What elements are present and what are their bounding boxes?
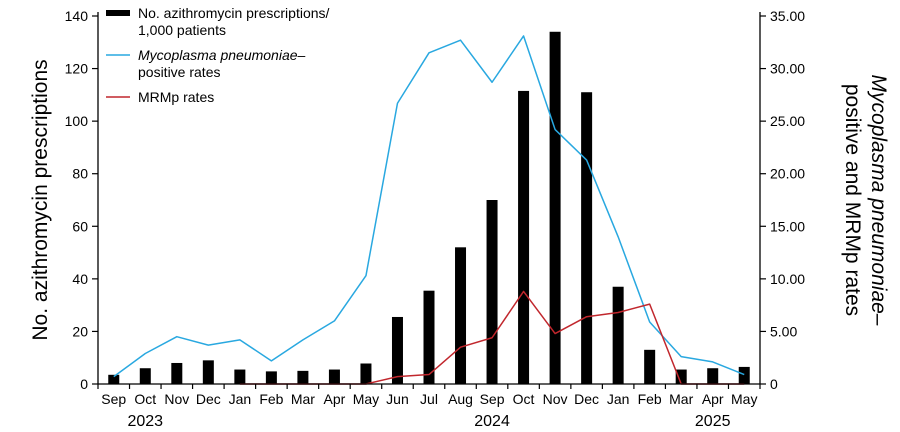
bar-3 bbox=[202, 360, 214, 384]
x-tick-label: Dec bbox=[574, 391, 599, 407]
y-right-tick-label: 30.00 bbox=[770, 61, 805, 77]
x-tick-label: Aug bbox=[448, 391, 473, 407]
y-left-tick-label: 40 bbox=[72, 271, 88, 287]
x-tick-label: Feb bbox=[259, 391, 283, 407]
bar-18 bbox=[675, 369, 687, 384]
bar-series bbox=[108, 31, 750, 385]
legend-bar-label-line1: No. azithromycin prescriptions/ bbox=[138, 5, 330, 21]
year-label: 2023 bbox=[127, 413, 163, 430]
bar-9 bbox=[391, 316, 403, 384]
x-tick-label: Jul bbox=[420, 391, 438, 407]
y-axis-right-label: Mycoplasma pneumoniae– positive and MRMp… bbox=[841, 75, 890, 326]
x-tick-label: Apr bbox=[702, 391, 724, 407]
bar-2 bbox=[171, 362, 183, 384]
bar-16 bbox=[612, 286, 624, 384]
y-left-tick-label: 80 bbox=[72, 166, 88, 182]
y-right-tick-label: 15.00 bbox=[770, 218, 805, 234]
y-right-tick-label: 0 bbox=[770, 376, 778, 392]
bar-20 bbox=[738, 366, 750, 384]
legend-mp-label-line1: Mycoplasma pneumoniae– bbox=[138, 47, 306, 63]
bar-11 bbox=[455, 247, 467, 384]
legend-bar-swatch bbox=[106, 10, 130, 16]
legend-mp-dash: – bbox=[298, 47, 306, 63]
bar-0 bbox=[108, 374, 120, 384]
x-tick-label: May bbox=[731, 391, 757, 407]
x-tick-label: Oct bbox=[134, 391, 156, 407]
bar-6 bbox=[297, 370, 309, 384]
y-right-tick-label: 10.00 bbox=[770, 271, 805, 287]
bar-10 bbox=[423, 290, 435, 384]
y-right-tick-label: 25.00 bbox=[770, 113, 805, 129]
bar-4 bbox=[234, 369, 246, 384]
y-left-tick-label: 140 bbox=[65, 8, 89, 24]
x-tick-label: Sep bbox=[101, 391, 126, 407]
year-label: 2024 bbox=[474, 413, 510, 430]
bar-5 bbox=[265, 371, 277, 384]
bar-15 bbox=[581, 92, 593, 384]
axes bbox=[92, 12, 766, 389]
legend-bar-label-line2: 1,000 patients bbox=[138, 22, 226, 38]
bar-7 bbox=[328, 369, 340, 384]
y-axis-right-label-line2: positive and MRMp rates bbox=[841, 84, 864, 316]
bar-14 bbox=[549, 31, 561, 385]
y-left-tick-label: 100 bbox=[65, 113, 89, 129]
legend-mp-italic: Mycoplasma pneumoniae bbox=[138, 47, 298, 63]
x-tick-label: Mar bbox=[669, 391, 693, 407]
x-tick-label: Sep bbox=[480, 391, 505, 407]
x-tick-label: Apr bbox=[324, 391, 346, 407]
x-tick-label: Dec bbox=[196, 391, 221, 407]
legend: No. azithromycin prescriptions/ 1,000 pa… bbox=[106, 5, 330, 105]
x-tick-label: Feb bbox=[638, 391, 662, 407]
tick-labels: 0 20 40 60 80 100 120 140 0 5.00 10.00 15.00 20.00 25… bbox=[65, 8, 806, 430]
year-label: 2025 bbox=[695, 413, 731, 430]
x-tick-label: Nov bbox=[164, 391, 189, 407]
x-tick-label: Jan bbox=[607, 391, 630, 407]
bar-12 bbox=[486, 200, 498, 384]
legend-mp-label-line2: positive rates bbox=[138, 64, 220, 80]
y-right-tick-label: 5.00 bbox=[770, 323, 797, 339]
bar-17 bbox=[644, 349, 656, 384]
bar-13 bbox=[518, 90, 530, 385]
x-tick-label: Mar bbox=[291, 391, 315, 407]
y-left-tick-label: 0 bbox=[80, 376, 88, 392]
y-left-tick-label: 120 bbox=[65, 61, 89, 77]
y-axis-left-label: No. azithromycin prescriptions bbox=[29, 59, 52, 340]
y-right-tick-label: 35.00 bbox=[770, 8, 805, 24]
bar-8 bbox=[360, 363, 372, 384]
x-tick-label: Jun bbox=[386, 391, 409, 407]
bar-1 bbox=[139, 368, 151, 384]
x-tick-label: Nov bbox=[543, 391, 568, 407]
legend-mrmp-label: MRMp rates bbox=[138, 89, 214, 105]
x-tick-label: May bbox=[353, 391, 379, 407]
bar-19 bbox=[707, 368, 719, 384]
y-right-tick-label: 20.00 bbox=[770, 166, 805, 182]
x-tick-label: Jan bbox=[229, 391, 252, 407]
mp-positive-rate-line bbox=[113, 35, 745, 378]
y-axis-right-label-line1: Mycoplasma pneumoniae– bbox=[867, 75, 890, 326]
y-left-tick-label: 20 bbox=[72, 323, 88, 339]
x-tick-label: Oct bbox=[513, 391, 535, 407]
y-axis-right-label-italic: Mycoplasma pneumoniae– bbox=[867, 75, 890, 326]
y-left-tick-label: 60 bbox=[72, 218, 88, 234]
